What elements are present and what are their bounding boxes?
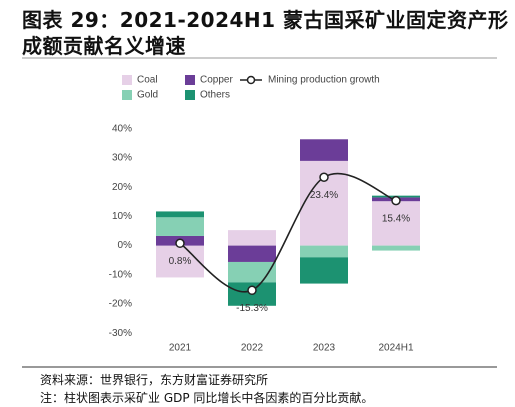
- y-tick-label: 0%: [118, 240, 133, 251]
- y-tick-label: 10%: [112, 211, 132, 222]
- y-tick-label: -10%: [109, 269, 132, 280]
- line: [179, 172, 397, 293]
- x-tick-label: 2023: [313, 343, 336, 354]
- line-marker: [319, 172, 329, 183]
- data-label: -15.3%: [236, 303, 268, 314]
- legend-swatch: [122, 75, 132, 85]
- bar-segment: [228, 245, 276, 262]
- bar-segment: [300, 257, 348, 284]
- legend-swatch: [122, 90, 132, 100]
- x-tick-label: 2021: [169, 343, 192, 354]
- legend-label: Copper: [200, 75, 233, 86]
- line-marker: [175, 238, 185, 249]
- legend-label: Others: [200, 90, 230, 101]
- legend-marker: [246, 75, 256, 85]
- data-label: 23.4%: [310, 190, 338, 201]
- bar-segment: [156, 211, 204, 218]
- y-tick-label: 40%: [112, 123, 132, 134]
- title: 成额贡献名义增速: [22, 34, 186, 58]
- y-tick-label: -30%: [109, 328, 132, 339]
- title: 图表 29：2021-2024H1 蒙古国采矿业固定资产形: [22, 8, 509, 32]
- legend-label: Mining production growth: [268, 75, 380, 86]
- bar-segment: [156, 217, 204, 236]
- line-marker: [247, 285, 257, 296]
- footnote: 资料来源：世界银行，东方财富证券研究所: [40, 373, 269, 387]
- bar-segment: [300, 139, 348, 161]
- legend-label: Gold: [137, 90, 158, 101]
- x-tick-label: 2024H1: [378, 343, 413, 354]
- bar-segment: [372, 245, 420, 251]
- bar-segment: [156, 245, 204, 278]
- x-tick-label: 2022: [241, 343, 264, 354]
- y-tick-label: 30%: [112, 153, 132, 164]
- bar-segment: [372, 201, 420, 246]
- y-tick-label: -20%: [109, 299, 132, 310]
- bar-segment: [228, 261, 276, 283]
- legend-swatch: [185, 90, 195, 100]
- footnote: 注：柱状图表示采矿业 GDP 同比增长中各因素的百分比贡献。: [40, 391, 374, 405]
- legend-swatch: [185, 75, 195, 85]
- y-tick-label: 20%: [112, 182, 132, 193]
- data-label: 15.4%: [382, 213, 410, 224]
- bar-segment: [300, 245, 348, 258]
- legend-label: Coal: [137, 75, 158, 86]
- bar-segment: [228, 230, 276, 246]
- line-marker: [391, 195, 401, 206]
- data-label: 0.8%: [169, 256, 192, 267]
